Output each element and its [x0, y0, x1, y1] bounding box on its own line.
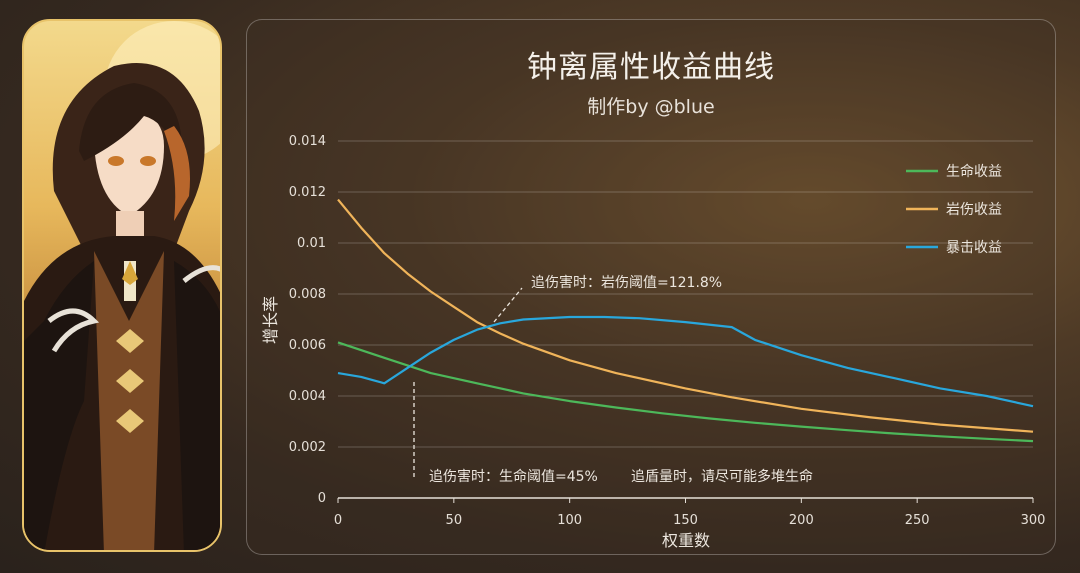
- x-tick-label: 250: [905, 513, 930, 528]
- y-tick-label: 0.004: [289, 389, 326, 404]
- chart-title: 钟离属性收益曲线: [527, 50, 775, 85]
- annotation-geo-threshold: 追伤害时：岩伤阈值=121.8%: [531, 275, 722, 291]
- x-tick-label: 150: [673, 513, 698, 528]
- y-tick-label: 0.01: [297, 236, 326, 251]
- y-tick-label: 0: [318, 491, 326, 506]
- y-tick-label: 0.012: [289, 185, 326, 200]
- x-tick-label: 200: [789, 513, 814, 528]
- x-tick-label: 300: [1021, 513, 1046, 528]
- gridlines: [338, 140, 1033, 448]
- legend-label-hp: 生命收益: [946, 163, 1002, 180]
- y-axis-label: 增长率: [261, 296, 280, 344]
- annotation-hp-threshold: 追伤害时：生命阈值=45%: [429, 468, 598, 485]
- x-axis-ticks: 0 50 100 150 200 250 300: [334, 498, 1046, 528]
- character-portrait: [22, 19, 222, 552]
- annotation-leader-geo: [493, 287, 523, 323]
- chart-subtitle: 制作by @blue: [587, 96, 715, 118]
- series-lines: [337, 198, 1034, 443]
- series-line-hp: [337, 341, 1034, 443]
- x-tick-label: 100: [557, 513, 582, 528]
- y-tick-label: 0.002: [289, 440, 326, 455]
- x-tick-label: 50: [446, 513, 463, 528]
- series-line-geo: [337, 198, 1034, 433]
- legend-label-crit: 暴击收益: [946, 240, 1002, 256]
- annotation-shield-note: 追盾量时，请尽可能多堆生命: [631, 468, 813, 485]
- y-tick-label: 0.008: [289, 287, 326, 302]
- x-tick-label: 0: [334, 513, 342, 528]
- x-axis-label: 权重数: [662, 531, 710, 550]
- y-axis-ticks: 0 0.002 0.004 0.006 0.008 0.01 0.012 0.014: [289, 134, 326, 506]
- chart-panel: 钟离属性收益曲线 制作by @blue: [246, 19, 1056, 555]
- legend: 生命收益 岩伤收益 暴击收益: [906, 163, 1002, 256]
- y-tick-label: 0.006: [289, 338, 326, 353]
- character-illustration: [24, 21, 220, 550]
- legend-label-geo: 岩伤收益: [946, 202, 1002, 218]
- y-tick-label: 0.014: [289, 134, 326, 149]
- series-line-crit: [337, 315, 1034, 408]
